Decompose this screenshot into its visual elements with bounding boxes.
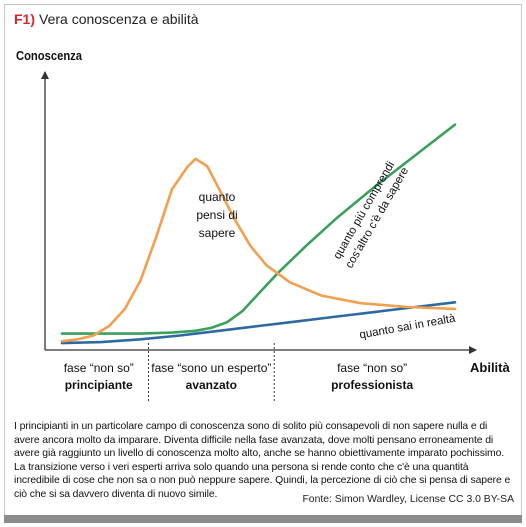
phase-labels: fase “non so” principiante fase “sono un e…	[64, 343, 413, 402]
figure-frame	[4, 4, 522, 523]
blue-series-line	[60, 300, 457, 345]
orange-series-label: quanto pensi di sapere	[196, 190, 237, 240]
orange-series-line	[60, 157, 457, 343]
phase-label: fase “sono un esperto”	[151, 361, 271, 375]
orange-series-label-line: quanto	[199, 190, 236, 204]
phase-label: fase “non so”	[337, 361, 407, 375]
phase-label: fase “non so”	[64, 361, 134, 375]
figure-source: Fonte: Simon Wardley, License CC 3.0 BY-…	[302, 494, 514, 505]
orange-series-label-line: pensi di	[196, 208, 237, 222]
phase-level: avanzato	[186, 378, 237, 392]
figure-title: F1) Vera conoscenza e abilità	[14, 11, 199, 27]
green-series-line	[60, 123, 457, 335]
phase-level: professionista	[331, 378, 413, 392]
series-lines	[60, 123, 457, 345]
y-axis-label: Conoscenza	[16, 48, 83, 63]
figure-caption: I principianti in un particolare campo d…	[14, 421, 511, 500]
figure-number: F1)	[14, 11, 35, 27]
blue-series-label-line: quanto sai in realtà	[359, 313, 457, 342]
x-axis-label: Abilità	[470, 360, 510, 375]
figure-title-text: Vera conoscenza e abilità	[39, 11, 199, 27]
blue-series-label: quanto sai in realtà	[359, 313, 457, 342]
figure-bottom-bar	[4, 515, 522, 523]
phase-level: principiante	[65, 378, 133, 392]
orange-series-label-line: sapere	[199, 226, 236, 240]
series-labels: quanto pensi di sapere quanto più comprendi…	[196, 160, 457, 342]
